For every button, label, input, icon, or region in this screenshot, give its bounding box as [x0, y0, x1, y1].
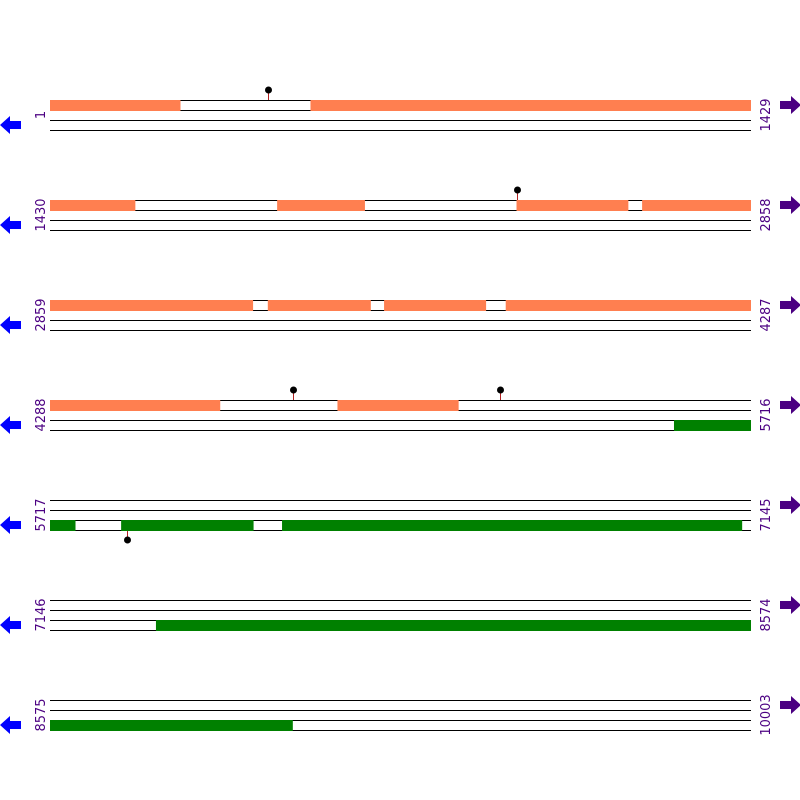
left-arrow-icon [0, 316, 21, 334]
sequence-row: 7146 8574 [0, 596, 800, 634]
forward-feature-segment [50, 400, 221, 411]
sequence-row: 5717 7145 [0, 496, 800, 544]
right-arrow-icon [780, 396, 800, 414]
sequence-row: 1430 2858 [0, 186, 800, 234]
site-marker-head [265, 86, 272, 94]
end-position-label: 10003 [759, 694, 774, 735]
right-arrow-icon [780, 596, 800, 614]
start-position-label: 4288 [34, 398, 49, 431]
site-marker-head [497, 386, 504, 394]
forward-feature-segment [516, 200, 629, 211]
end-position-label: 1429 [759, 98, 774, 131]
left-arrow-icon [0, 616, 21, 634]
right-arrow-icon [780, 696, 800, 714]
right-arrow-icon [780, 496, 800, 514]
end-position-label: 5716 [759, 398, 774, 431]
end-position-label: 2858 [759, 198, 774, 231]
site-marker-head [124, 536, 131, 544]
reverse-feature-segment [50, 520, 76, 531]
forward-feature-segment [50, 100, 181, 111]
start-position-label: 2859 [34, 298, 49, 331]
sequence-row: 1 1429 [0, 86, 800, 134]
end-position-label: 7145 [759, 498, 774, 531]
site-marker-head [514, 186, 521, 194]
right-arrow-icon [780, 196, 800, 214]
forward-feature-segment [50, 300, 254, 311]
forward-feature-segment [267, 300, 371, 311]
reverse-feature-segment [673, 420, 751, 431]
forward-feature-segment [337, 400, 459, 411]
sequence-row: 4288 5716 [0, 386, 800, 434]
left-arrow-icon [0, 416, 21, 434]
forward-feature-segment [50, 200, 136, 211]
forward-feature-segment [310, 100, 751, 111]
start-position-label: 8575 [34, 698, 49, 731]
end-position-label: 4287 [759, 298, 774, 331]
left-arrow-icon [0, 716, 21, 734]
left-arrow-icon [0, 116, 21, 134]
sequence-row: 8575 10003 [0, 694, 800, 736]
forward-feature-segment [505, 300, 751, 311]
start-position-label: 7146 [34, 598, 49, 631]
reverse-feature-segment [50, 720, 293, 731]
right-arrow-icon [780, 96, 800, 114]
reverse-feature-segment [155, 620, 751, 631]
reverse-feature-segment [121, 520, 254, 531]
reverse-feature-segment [282, 520, 743, 531]
left-arrow-icon [0, 516, 21, 534]
start-position-label: 5717 [34, 498, 49, 531]
forward-feature-segment [277, 200, 365, 211]
start-position-label: 1430 [34, 198, 49, 231]
start-position-label: 1 [34, 111, 49, 119]
left-arrow-icon [0, 216, 21, 234]
right-arrow-icon [780, 296, 800, 314]
site-marker-head [290, 386, 297, 394]
sequence-row: 2859 4287 [0, 296, 800, 334]
forward-feature-segment [384, 300, 487, 311]
forward-feature-segment [642, 200, 751, 211]
end-position-label: 8574 [759, 598, 774, 631]
